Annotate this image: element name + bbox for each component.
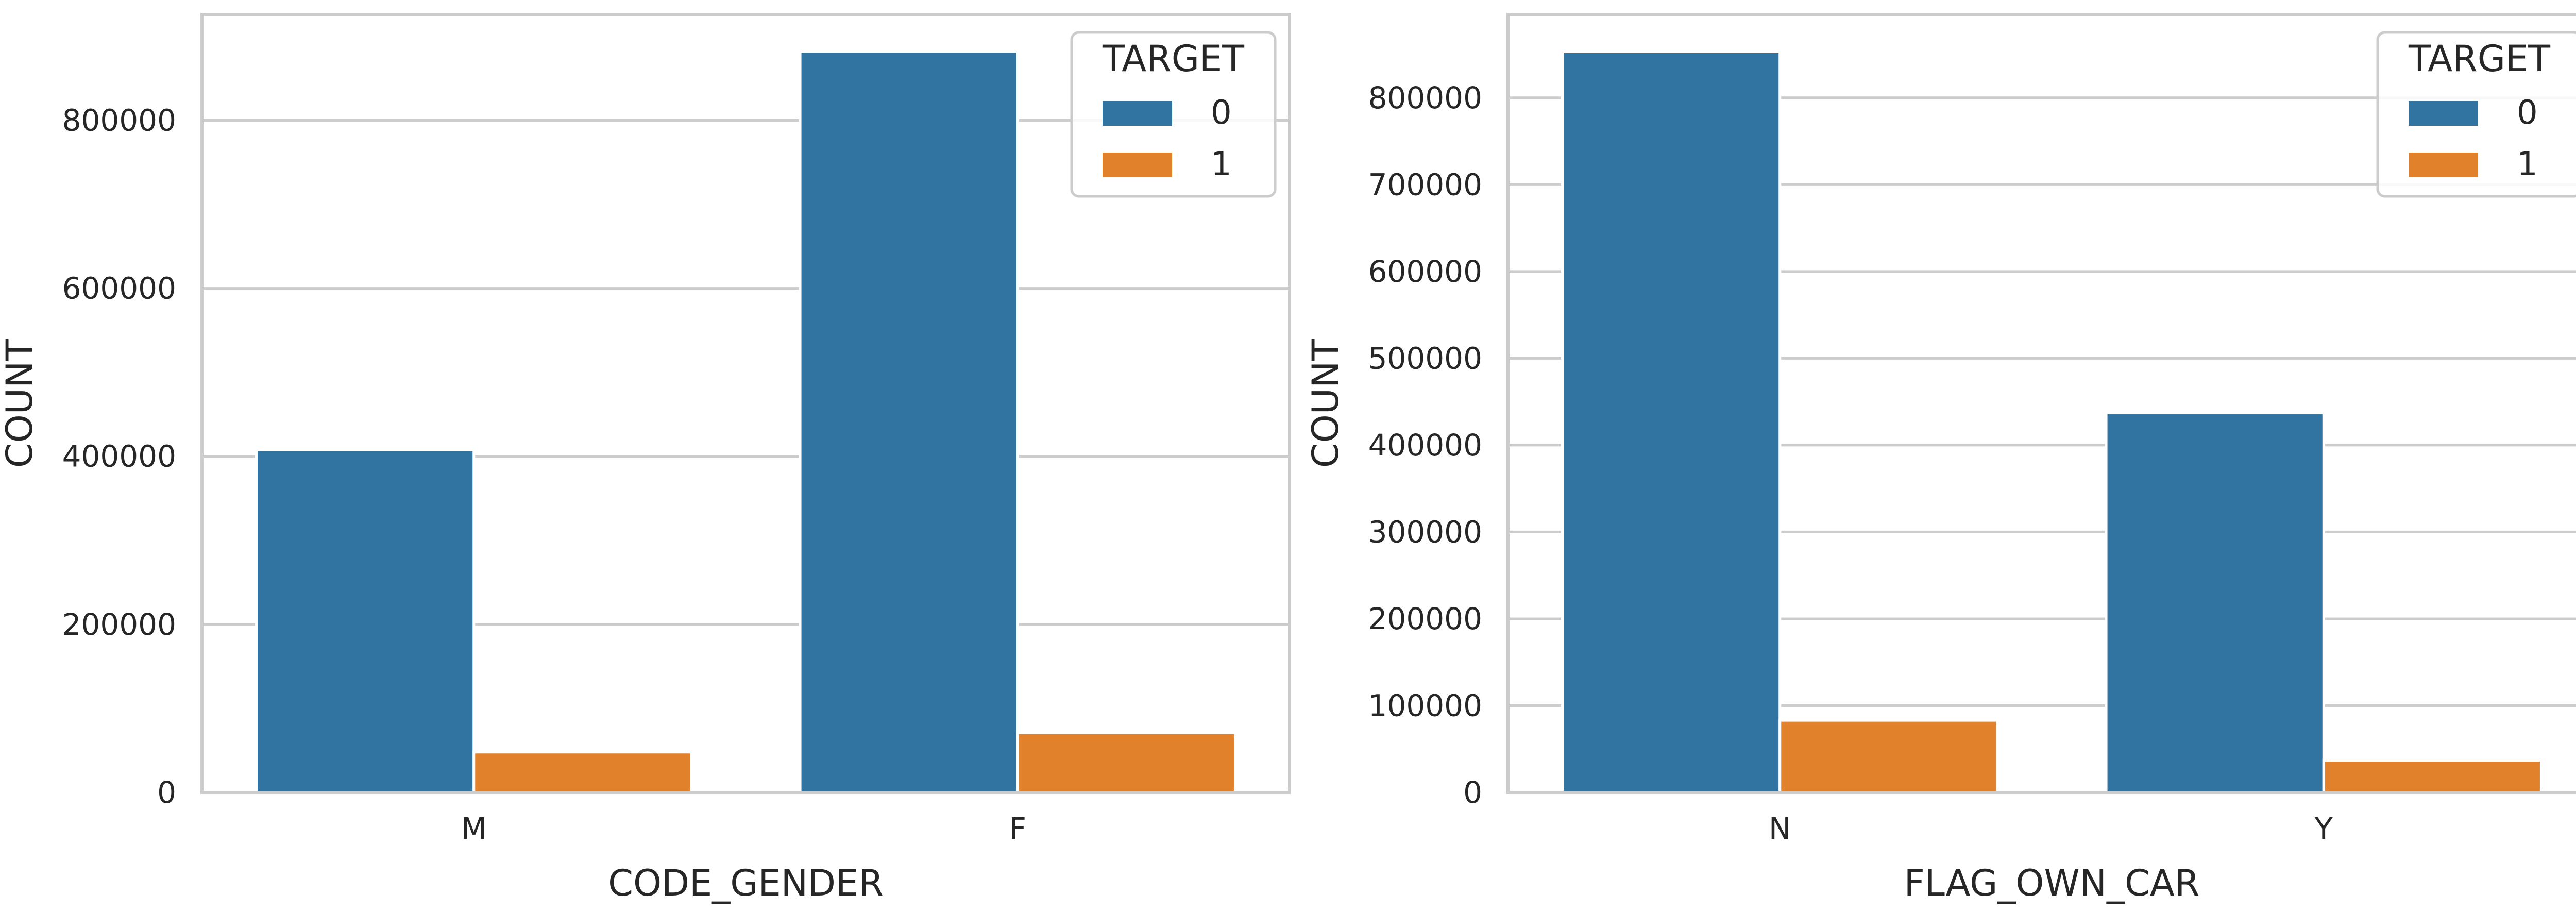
x-axis-label: CODE_GENDER (608, 862, 884, 904)
legend-label-0: 0 (1211, 94, 1232, 132)
y-tick-label: 600000 (62, 271, 176, 306)
plot-frame (200, 13, 1291, 794)
bar-n-target-1 (1778, 719, 1999, 794)
y-tick-label: 0 (157, 775, 176, 810)
y-axis-label: COUNT (1304, 339, 1347, 468)
legend-label-1: 1 (2517, 145, 2538, 183)
y-tick-label: 400000 (62, 439, 176, 474)
car-chart: 0 100000 200000 300000 400000 500000 600000 700… (1304, 13, 2576, 904)
y-tick-label: 800000 (1368, 80, 1482, 115)
x-axis-label: FLAG_OWN_CAR (1904, 862, 2200, 904)
legend: TARGET 0 1 (1070, 31, 1277, 198)
y-tick-label: 400000 (1368, 428, 1482, 463)
x-tick-label: Y (2314, 811, 2333, 846)
x-tick-label: N (1769, 811, 1791, 846)
y-tick-label: 600000 (1368, 254, 1482, 289)
y-tick-label: 0 (1463, 775, 1482, 810)
y-tick-label: 800000 (62, 103, 176, 138)
legend-swatch-1 (1103, 153, 1172, 177)
bar-f-target-1 (1016, 731, 1236, 794)
legend-label-0: 0 (2517, 94, 2538, 132)
plot-frame (1506, 13, 2576, 794)
bar-m-target-0 (255, 448, 476, 794)
legend-swatch-1 (2409, 153, 2478, 177)
legend-swatch-0 (1103, 101, 1172, 126)
bar-y-target-0 (2105, 412, 2325, 794)
y-tick-label: 500000 (1368, 341, 1482, 376)
legend-label-1: 1 (1211, 145, 1232, 183)
bar-f-target-0 (799, 50, 1019, 794)
bar-y-target-1 (2322, 759, 2543, 794)
legend-title: TARGET (1102, 38, 1244, 80)
legend-swatch-0 (2409, 101, 2478, 126)
x-tick-label: F (1009, 811, 1026, 846)
legend: TARGET 0 1 (2376, 31, 2576, 198)
y-axis-label: COUNT (0, 339, 41, 468)
y-tick-label: 300000 (1368, 514, 1482, 549)
legend-title: TARGET (2408, 38, 2550, 80)
y-tick-label: 700000 (1368, 167, 1482, 202)
gender-chart: 0 200000 400000 600000 800000 M F CODE_GENDER CO… (0, 13, 1291, 904)
y-tick-label: 200000 (62, 607, 176, 642)
bar-n-target-0 (1561, 50, 1782, 794)
x-tick-label: M (461, 811, 487, 846)
bar-m-target-1 (472, 751, 693, 794)
y-tick-label: 100000 (1368, 688, 1482, 723)
y-tick-label: 200000 (1368, 601, 1482, 636)
